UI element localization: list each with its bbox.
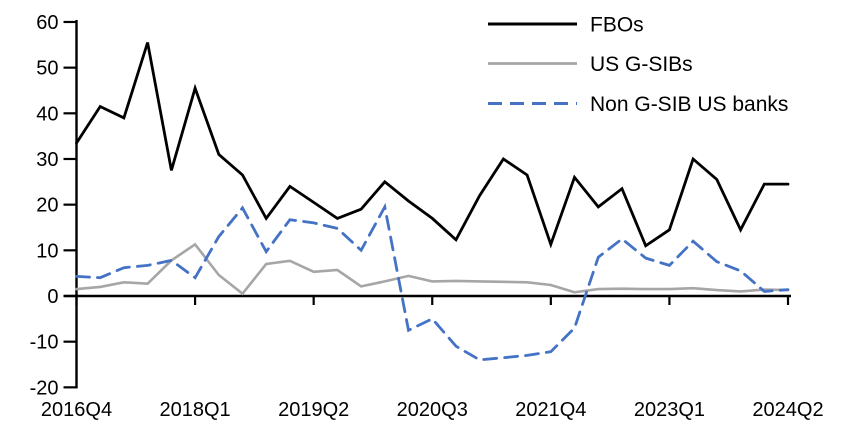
x-tick-label: 2023Q1 [634, 399, 705, 421]
y-tick-label: 20 [36, 195, 58, 217]
y-tick-label: 60 [36, 12, 58, 34]
x-tick-label: 2020Q3 [397, 399, 468, 421]
y-tick-label: 30 [36, 149, 58, 171]
x-tick-label: 2024Q2 [752, 399, 823, 421]
y-tick-label: 40 [36, 103, 58, 125]
y-tick-label: -20 [30, 377, 59, 399]
legend-label-us-g-sibs: US G-SIBs [590, 53, 693, 76]
series-line-us-g-sibs [75, 242, 790, 296]
y-tick-label: 10 [36, 240, 58, 262]
series-line-fbos [75, 42, 790, 249]
x-tick-label: 2019Q2 [278, 399, 349, 421]
y-tick-label: 50 [36, 58, 58, 80]
x-tick-label: 2021Q4 [515, 399, 586, 421]
series-line-non-g-sib-us-banks [75, 202, 790, 362]
legend-label-fbos: FBOs [590, 13, 644, 36]
y-tick-label: -10 [30, 332, 59, 354]
x-tick-label: 2018Q1 [159, 399, 230, 421]
x-tick-label: 2016Q4 [41, 399, 112, 421]
y-tick-label: 0 [47, 286, 58, 308]
legend-label-non-g-sib-us-banks: Non G-SIB US banks [590, 93, 788, 116]
